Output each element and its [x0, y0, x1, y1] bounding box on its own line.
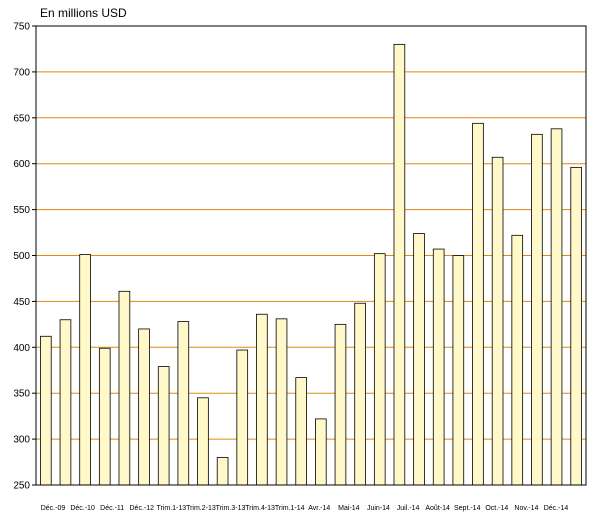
bar — [236, 349, 249, 486]
y-tick-label: 300 — [13, 435, 30, 446]
bar — [177, 321, 190, 486]
gridlines — [36, 71, 586, 440]
bar — [491, 156, 504, 486]
x-tick-label: Juin-14 — [367, 505, 390, 512]
bar — [275, 318, 288, 486]
y-tick-label: 700 — [13, 67, 30, 78]
bar — [570, 166, 582, 486]
y-tick-label: 250 — [13, 481, 30, 492]
x-tick-label: Trim.1-13 — [156, 505, 186, 512]
bar — [197, 397, 209, 486]
bar — [432, 248, 445, 486]
y-axis-ticks: 250 300 350 400 450 500 550 600 650 700 750 — [13, 22, 36, 492]
bar — [79, 254, 91, 486]
bar — [118, 290, 131, 486]
bar — [373, 253, 386, 486]
bar — [452, 255, 465, 486]
x-tick-label: Nov.-14 — [514, 505, 538, 512]
bars — [40, 43, 582, 486]
bar — [216, 457, 229, 486]
x-tick-label: Déc.-09 — [41, 505, 66, 512]
x-tick-label: Déc.-12 — [130, 505, 155, 512]
x-tick-label: Avr.-14 — [308, 505, 330, 512]
bar — [40, 335, 52, 486]
unit-label: En millions USD — [40, 6, 127, 20]
y-tick-label: 400 — [13, 343, 30, 354]
bar — [59, 319, 72, 486]
bar — [138, 328, 150, 486]
x-tick-label: Trim.2-13 — [186, 505, 216, 512]
x-tick-label: Trim.4-13 — [245, 505, 275, 512]
x-tick-label: Août-14 — [425, 505, 450, 512]
y-tick-label: 750 — [13, 22, 30, 33]
y-tick-label: 550 — [13, 205, 30, 216]
y-tick-label: 650 — [13, 113, 30, 124]
y-tick-label: 450 — [13, 297, 30, 308]
x-tick-label: Déc.-11 — [100, 505, 124, 512]
x-tick-label: Déc.-10 — [70, 505, 95, 512]
y-tick-label: 350 — [13, 389, 30, 400]
bar — [334, 323, 347, 486]
x-tick-label: Oct.-14 — [485, 505, 508, 512]
x-tick-label: Trim.1-14 — [275, 505, 305, 512]
y-tick-label: 600 — [13, 159, 30, 170]
bar — [472, 122, 484, 486]
bar — [315, 418, 327, 486]
bar — [531, 133, 543, 486]
x-tick-label: Trim.3-13 — [216, 505, 246, 512]
bar — [295, 377, 307, 486]
y-tick-label: 500 — [13, 251, 30, 262]
x-tick-label: Déc.-14 — [544, 505, 569, 512]
bar — [511, 234, 524, 486]
x-tick-label: Juil.-14 — [397, 505, 420, 512]
bar — [550, 128, 563, 486]
x-tick-label: Mai-14 — [338, 505, 360, 512]
bar — [256, 313, 268, 486]
bar — [98, 347, 111, 486]
bar — [354, 302, 366, 486]
plot-frame — [35, 25, 587, 486]
x-tick-label: Sept.-14 — [454, 505, 481, 512]
x-axis-ticks: Déc.-09 Déc.-10 Déc.-11 Déc.-12 Trim.1-13 Tri… — [41, 505, 569, 512]
bar — [157, 366, 170, 486]
bar — [393, 43, 406, 486]
bar — [413, 233, 425, 486]
